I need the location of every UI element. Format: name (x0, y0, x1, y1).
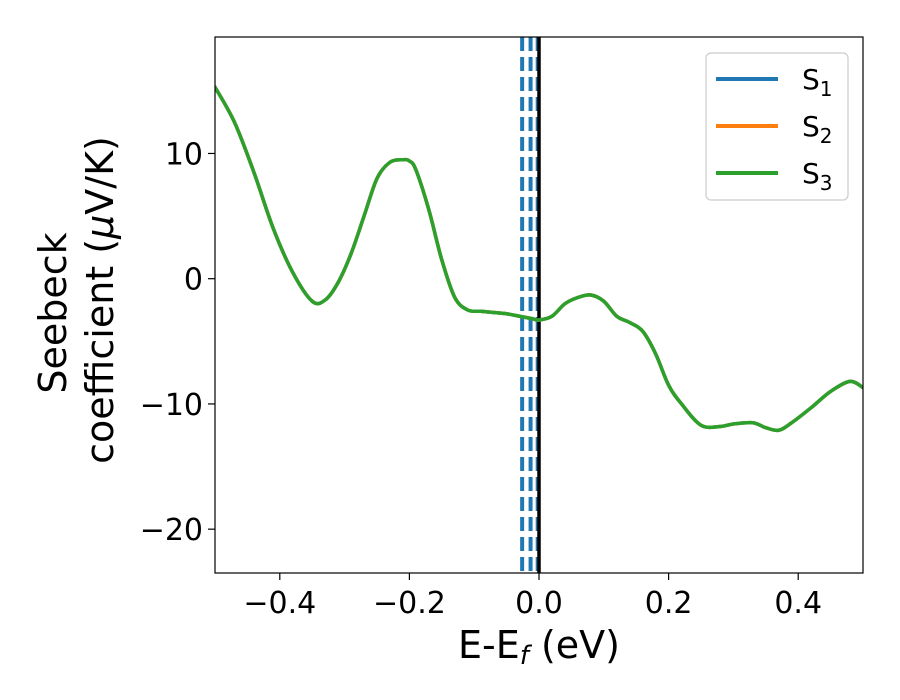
legend-label-subscript: 2 (820, 124, 833, 148)
legend-label-subscript: 1 (820, 77, 833, 101)
legend-label-main: S (802, 63, 820, 96)
legend-label-S1: S1 (802, 63, 833, 101)
series-line-S3 (215, 85, 863, 433)
x-tick-label-2: 0.0 (515, 586, 563, 621)
y-axis-label-mu: μ (78, 215, 122, 240)
x-axis-label: E-Ef (eV) (458, 623, 620, 671)
reference-lines (520, 37, 541, 573)
axis-ticks: −0.4 −0.2 0.0 0.2 0.4 −20 −10 0 10 (140, 137, 822, 621)
y-tick-label-2: 0 (184, 263, 203, 298)
x-tick-label-0: −0.4 (243, 586, 316, 621)
legend-label-subscript: 3 (820, 171, 833, 195)
y-axis-label-line1: Seebeck (31, 232, 75, 393)
y-axis-label-unit: V/K) (78, 136, 122, 215)
y-axis-label-text: coefficient ( (78, 239, 122, 464)
legend-label-main: S (802, 157, 820, 190)
legend-label-S3: S3 (802, 157, 833, 195)
x-tick-label-1: −0.2 (373, 586, 446, 621)
legend-label-S2: S2 (802, 110, 833, 148)
x-axis-label-main: E-E (458, 623, 520, 667)
y-tick-label-1: −10 (140, 388, 203, 423)
x-tick-label-4: 0.4 (774, 586, 822, 621)
legend-label-main: S (802, 110, 820, 143)
y-tick-label-0: −20 (140, 513, 203, 548)
x-axis-label-unit: (eV) (529, 623, 620, 667)
y-axis-label-line2: coefficient (μV/K) (78, 136, 122, 464)
x-tick-label-3: 0.2 (645, 586, 693, 621)
series-curves (215, 85, 863, 433)
y-tick-label-3: 10 (165, 137, 203, 172)
